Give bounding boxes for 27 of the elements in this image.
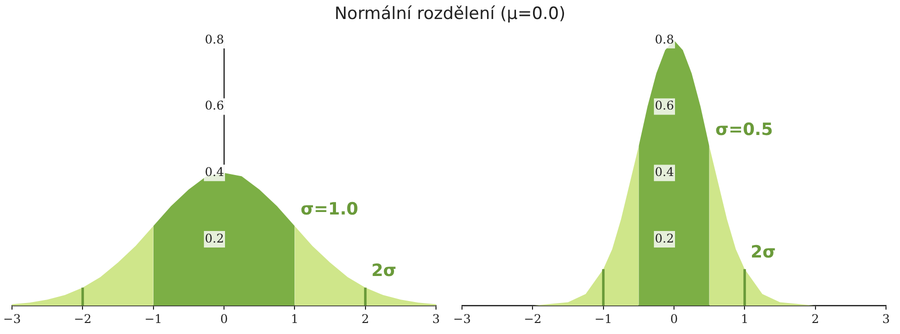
- x-tick-label: 1: [740, 312, 748, 326]
- x-tick-label: −3: [3, 312, 21, 326]
- chart-title: Normální rozdělení (μ=0.0): [333, 3, 567, 26]
- x-tick-label: −2: [74, 312, 92, 326]
- y-tick-label: 0.4: [654, 165, 674, 180]
- annotation: σ=1.0: [300, 199, 358, 220]
- x-tick-label: −1: [144, 312, 162, 326]
- y-tick-label: 0.2: [204, 231, 224, 246]
- x-tick-label: 3: [432, 312, 440, 326]
- y-tick-label: 0.6: [654, 98, 674, 113]
- x-tick-label: 0: [670, 312, 678, 326]
- x-tick-label: 2: [812, 312, 820, 326]
- x-tick-label: 2: [362, 312, 370, 326]
- annotation: σ=0.5: [715, 120, 773, 140]
- y-tick-label: 0.4: [204, 165, 224, 180]
- y-tick-label: 0.2: [654, 231, 674, 246]
- x-tick-label: 1: [290, 312, 298, 326]
- annotation: 2σ: [750, 242, 776, 263]
- x-tick-label: −2: [524, 312, 542, 326]
- y-tick-label: 0.6: [204, 98, 224, 113]
- x-tick-label: −1: [594, 312, 612, 326]
- annotation: 2σ: [371, 261, 396, 282]
- y-tick-label: 0.8: [204, 32, 224, 46]
- x-tick-label: −3: [453, 312, 471, 326]
- x-tick-label: 3: [882, 312, 890, 326]
- y-tick-label: 0.8: [654, 32, 674, 46]
- x-tick-label: 0: [220, 312, 228, 326]
